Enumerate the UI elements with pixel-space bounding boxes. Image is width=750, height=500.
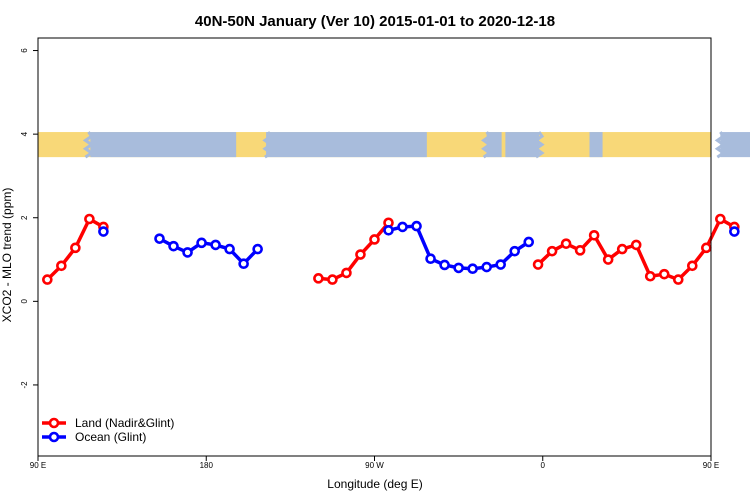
x-tick-label: 90 E bbox=[30, 461, 46, 470]
data-point bbox=[42, 274, 53, 285]
series-land bbox=[42, 213, 740, 285]
data-point bbox=[602, 254, 614, 265]
x-tick-label: 90 W bbox=[365, 461, 384, 470]
data-point bbox=[630, 239, 642, 251]
x-axis-label: Longitude (deg E) bbox=[327, 477, 422, 491]
legend: Land (Nadir&Glint)Ocean (Glint) bbox=[42, 416, 174, 444]
map-coastline bbox=[82, 131, 95, 159]
data-point bbox=[715, 213, 726, 225]
data-point bbox=[616, 243, 628, 255]
data-point bbox=[588, 229, 600, 241]
data-point bbox=[574, 245, 586, 256]
data-point bbox=[56, 260, 67, 272]
data-point bbox=[154, 233, 165, 244]
data-point bbox=[98, 226, 109, 237]
data-point bbox=[687, 260, 698, 272]
axis-ticks: -2 0 2 4 6 90 E 180 90 W 0 90 E bbox=[20, 48, 719, 470]
data-point bbox=[467, 263, 478, 275]
x-tick-label: 90 E bbox=[703, 461, 719, 470]
data-point bbox=[453, 262, 464, 274]
data-point bbox=[644, 270, 656, 282]
legend-marker bbox=[48, 431, 60, 443]
data-point bbox=[168, 240, 179, 252]
map-ocean bbox=[90, 132, 237, 158]
data-point bbox=[84, 213, 95, 225]
data-point bbox=[658, 268, 670, 280]
legend-label: Land (Nadir&Glint) bbox=[75, 416, 174, 430]
data-point bbox=[532, 259, 544, 270]
data-point bbox=[560, 238, 572, 249]
data-point bbox=[509, 245, 521, 257]
data-point bbox=[546, 245, 558, 257]
data-point bbox=[355, 249, 366, 260]
legend-label: Ocean (Glint) bbox=[75, 430, 146, 444]
x-tick-label: 180 bbox=[200, 461, 214, 470]
data-point bbox=[369, 234, 380, 245]
data-point bbox=[252, 243, 263, 255]
data-point bbox=[425, 253, 436, 265]
x-tick-label: 0 bbox=[541, 461, 546, 470]
data-point bbox=[210, 239, 221, 251]
y-tick-label: 6 bbox=[20, 48, 29, 53]
data-point bbox=[327, 274, 338, 285]
data-point bbox=[729, 226, 740, 237]
y-tick-label: -2 bbox=[20, 381, 29, 389]
data-point bbox=[182, 247, 193, 258]
map-coastline bbox=[262, 131, 274, 159]
data-point bbox=[481, 261, 492, 273]
data-point bbox=[313, 273, 324, 284]
data-point bbox=[397, 221, 408, 233]
map-coastline bbox=[533, 131, 545, 159]
data-point bbox=[439, 259, 450, 271]
chart-title: 40N-50N January (Ver 10) 2015-01-01 to 2… bbox=[195, 13, 555, 30]
series-line bbox=[316, 221, 391, 282]
series-line bbox=[386, 224, 531, 271]
series-layer bbox=[42, 213, 740, 285]
y-tick-label: 2 bbox=[20, 215, 29, 220]
data-point bbox=[701, 242, 712, 254]
legend-marker bbox=[48, 417, 60, 429]
y-axis-label: XCO2 - MLO trend (ppm) bbox=[0, 188, 14, 323]
map-ocean bbox=[505, 132, 540, 158]
y-tick-label: 0 bbox=[20, 299, 29, 304]
data-point bbox=[341, 267, 352, 279]
data-point bbox=[238, 258, 249, 270]
map-band bbox=[38, 131, 750, 159]
map-coastline bbox=[714, 131, 726, 159]
map-ocean bbox=[486, 132, 502, 158]
map-coastline bbox=[481, 131, 493, 159]
map-ocean bbox=[589, 132, 603, 158]
data-point bbox=[70, 242, 81, 254]
y-tick-label: 4 bbox=[20, 131, 29, 136]
data-point bbox=[224, 243, 235, 255]
data-point bbox=[383, 224, 394, 236]
map-ocean bbox=[266, 132, 427, 158]
plot-frame bbox=[37, 37, 712, 457]
data-point bbox=[495, 259, 506, 270]
series-ocean bbox=[98, 220, 740, 275]
data-point bbox=[523, 236, 535, 248]
data-point bbox=[672, 274, 684, 285]
data-point bbox=[411, 220, 422, 232]
data-point bbox=[196, 237, 207, 249]
